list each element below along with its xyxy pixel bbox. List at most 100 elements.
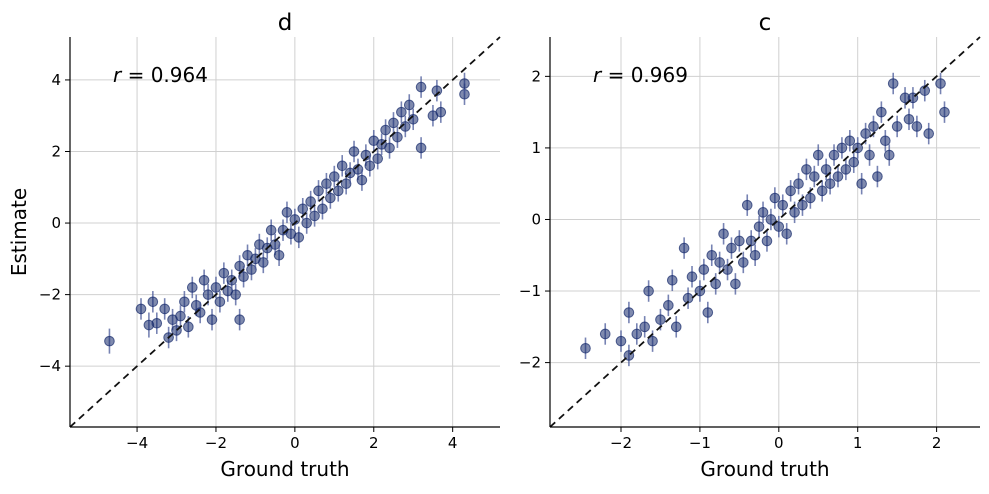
point-marker — [301, 217, 312, 229]
point-marker — [175, 310, 186, 322]
correlation-symbol: r — [113, 63, 123, 87]
data-point — [828, 144, 840, 166]
data-point — [734, 230, 745, 252]
x-tick-label: −1 — [689, 434, 711, 452]
data-point — [812, 144, 824, 166]
data-point — [773, 215, 785, 238]
x-tick-label: 4 — [448, 434, 458, 452]
data-point — [313, 180, 324, 202]
data-point — [384, 137, 395, 159]
point-marker — [305, 196, 316, 207]
point-marker — [678, 242, 690, 254]
point-marker — [923, 128, 935, 139]
data-point — [147, 291, 159, 313]
data-point — [686, 265, 698, 288]
point-marker — [202, 289, 214, 300]
point-marker — [769, 192, 781, 204]
y-tick-label: 0 — [51, 214, 61, 232]
point-marker — [135, 303, 147, 315]
data-point — [860, 122, 871, 145]
data-point — [919, 79, 931, 102]
data-point — [824, 172, 836, 195]
point-marker — [911, 121, 923, 132]
point-marker — [872, 171, 883, 182]
data-point — [317, 198, 328, 220]
point-marker — [666, 275, 678, 286]
x-tick-label: 0 — [774, 434, 784, 452]
point-marker — [702, 307, 714, 318]
point-marker — [321, 178, 332, 189]
data-point — [265, 219, 277, 241]
x-tick-label: 2 — [369, 434, 379, 452]
data-point — [143, 312, 155, 338]
point-marker — [459, 78, 470, 89]
data-point — [643, 280, 654, 302]
data-point — [332, 180, 344, 202]
data-point — [710, 273, 721, 295]
data-point — [234, 308, 245, 331]
data-point — [844, 130, 856, 152]
data-point — [769, 187, 781, 209]
point-marker — [706, 249, 718, 261]
data-point — [415, 76, 427, 98]
data-point — [730, 273, 741, 295]
point-marker — [820, 164, 832, 175]
y-tick-label: −2 — [39, 286, 61, 304]
data-point — [670, 316, 682, 338]
data-point — [809, 165, 820, 188]
x-axis-title: Ground truth — [220, 457, 349, 481]
point-marker — [348, 146, 360, 157]
data-point — [167, 308, 178, 331]
data-point — [631, 323, 643, 345]
data-point — [765, 208, 777, 231]
data-point — [887, 72, 899, 95]
data-point — [856, 172, 867, 195]
data-point — [864, 144, 875, 166]
point-marker — [403, 99, 415, 111]
x-tick-label: 2 — [932, 434, 942, 452]
point-marker — [317, 203, 328, 215]
point-marker — [309, 210, 320, 222]
data-point — [230, 283, 241, 306]
data-point — [698, 258, 710, 281]
data-point — [757, 201, 769, 224]
point-marker — [812, 149, 824, 161]
point-marker — [340, 178, 352, 189]
point-marker — [710, 278, 721, 290]
data-point — [356, 169, 368, 191]
data-point — [777, 194, 789, 216]
point-marker — [765, 214, 777, 225]
point-marker — [183, 321, 194, 333]
data-point — [403, 94, 415, 116]
grid — [70, 37, 500, 427]
point-marker — [749, 249, 761, 261]
data-point — [678, 237, 690, 259]
point-marker — [939, 106, 950, 118]
point-marker — [186, 282, 198, 293]
data-point — [797, 194, 808, 216]
point-marker — [876, 106, 887, 118]
point-marker — [919, 85, 931, 96]
point-marker — [214, 296, 226, 308]
data-point — [415, 137, 427, 159]
tick-labels: −2 −1 0 1 2 −2 −1 0 1 2 — [519, 67, 942, 452]
scatter-marks — [104, 72, 470, 354]
data-point — [459, 72, 470, 95]
point-marker — [741, 199, 753, 211]
data-point — [903, 108, 915, 131]
data-point — [726, 237, 737, 259]
point-marker — [714, 257, 725, 268]
data-point — [151, 312, 163, 334]
point-marker — [281, 207, 293, 218]
point-marker — [230, 289, 241, 300]
data-point — [427, 104, 439, 127]
point-marker — [848, 156, 860, 168]
point-marker — [816, 185, 828, 197]
panel-title: c — [759, 10, 772, 36]
data-point — [329, 165, 340, 188]
data-point — [459, 83, 470, 105]
data-point — [911, 115, 923, 138]
data-point — [883, 144, 895, 166]
data-point — [222, 280, 234, 302]
correlation-annotation: r = 0.969 — [593, 63, 688, 87]
